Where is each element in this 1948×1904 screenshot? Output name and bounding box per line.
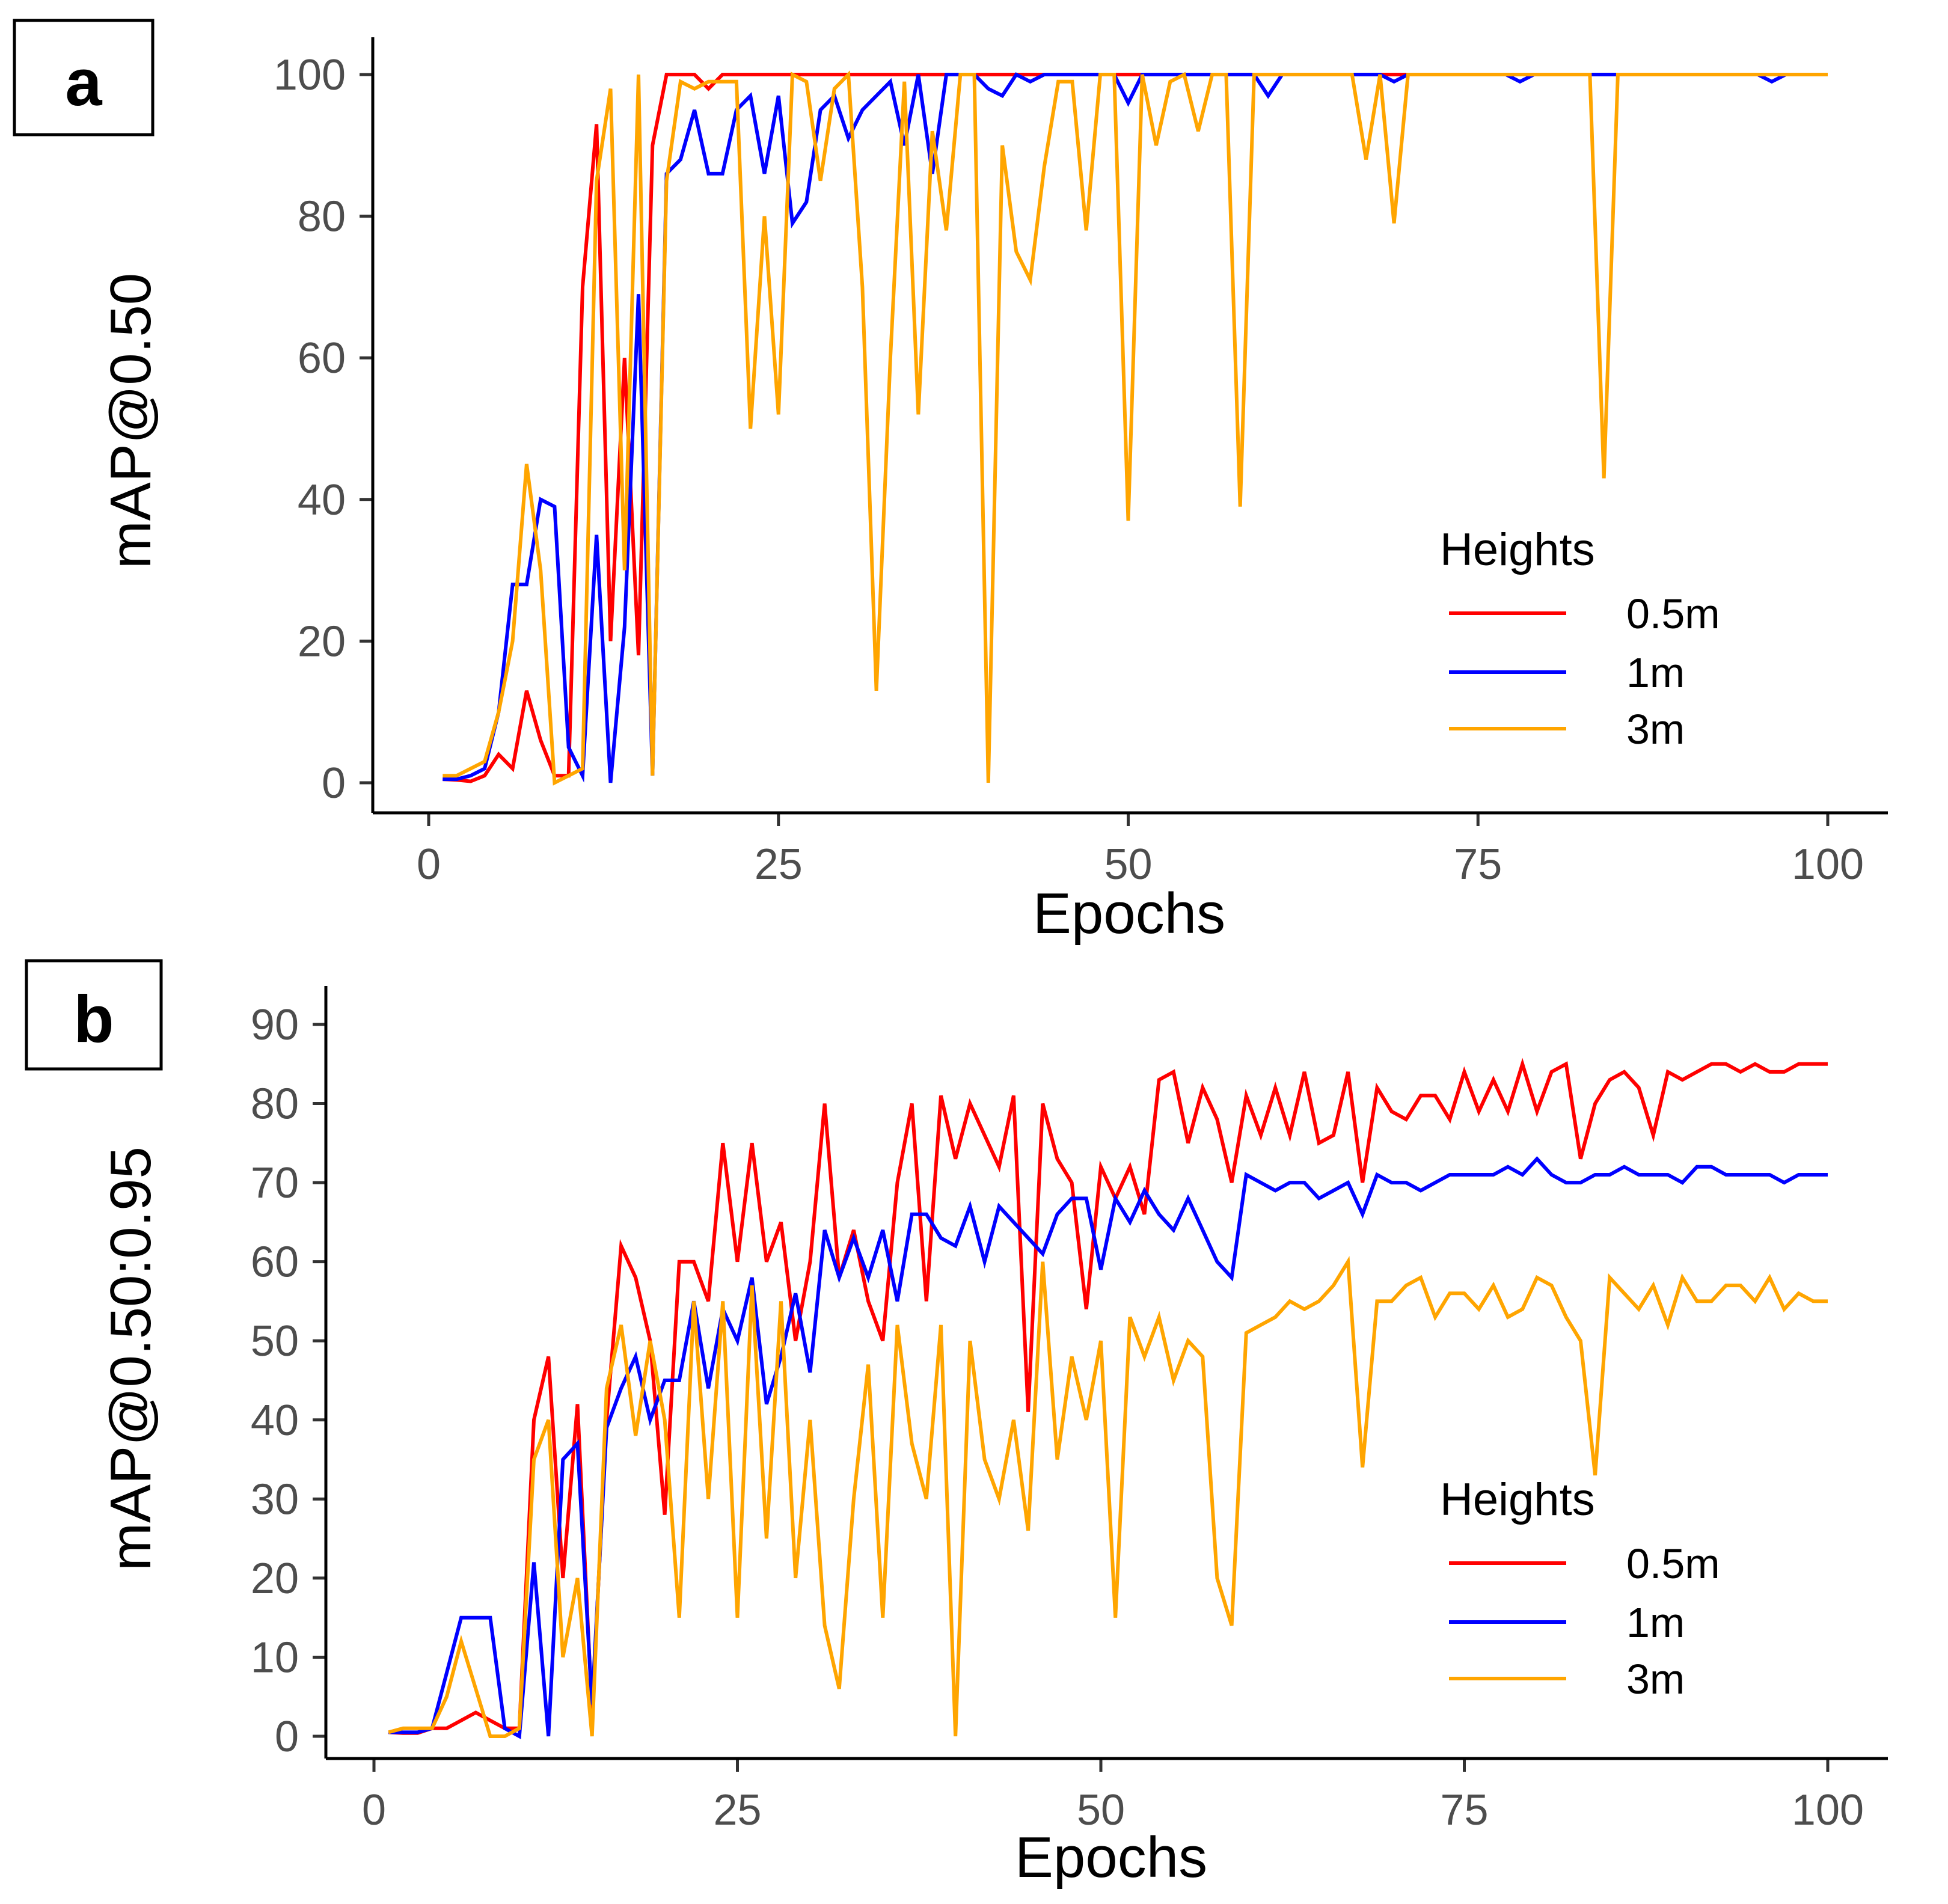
- panel-b-x-tick-label: 50: [1077, 1786, 1125, 1834]
- panel-a-x-tick-label: 75: [1454, 840, 1502, 889]
- panel-b-legend-label-0: 0.5m: [1626, 1540, 1720, 1587]
- panel-b-series-3m: [388, 1256, 1828, 1738]
- panel-a-y-tick-label: 40: [298, 476, 346, 524]
- panel-a-x-axis-title: Epochs: [1033, 881, 1225, 946]
- panel-b-y-tick-label: 70: [251, 1159, 299, 1207]
- panel-a-label: a: [65, 46, 102, 120]
- panel-a-legend-label-2: 3m: [1626, 706, 1685, 753]
- panel-b-y-tick-label: 90: [251, 1001, 299, 1049]
- panel-b-series: [388, 1058, 1828, 1739]
- panel-a-series-3m: [443, 70, 1828, 786]
- panel-b-ticks: 0 10 20 30 40 50 60 70 80 90 0 25 50 75 100: [251, 1001, 1864, 1834]
- panel-a-label-box: [13, 19, 155, 136]
- panel-b-legend-label-2: 3m: [1626, 1656, 1685, 1703]
- panel-a-y-axis-title: mAP@0.50: [99, 273, 163, 569]
- panel-b-x-tick-label: 100: [1792, 1786, 1864, 1834]
- panel-a-series: [443, 70, 1828, 786]
- panel-b-label: b: [73, 982, 114, 1056]
- panel-b-y-tick-label: 20: [251, 1555, 299, 1603]
- panel-b-y-axis-title: mAP@0.50:0.95: [99, 1146, 163, 1571]
- panel-a-y-tick-label: 60: [298, 334, 346, 382]
- panel-a-y-tick-label: 100: [274, 51, 346, 99]
- panel-a-legend: Heights 0.5m 1m 3m: [1440, 524, 1720, 753]
- panel-a: a 0 20 40 60 80 100 0 25 50 75 100 Epochs mAP@0.50…: [13, 19, 1888, 946]
- panel-b-y-tick-label: 80: [251, 1080, 299, 1128]
- panel-a-x-tick-label: 100: [1792, 840, 1864, 889]
- panel-b-x-tick-label: 25: [713, 1786, 761, 1834]
- panel-b-legend-label-1: 1m: [1626, 1599, 1685, 1646]
- panel-a-y-tick-label: 0: [322, 759, 346, 807]
- panel-a-x-tick-label: 0: [417, 840, 441, 889]
- panel-b-y-tick-label: 30: [251, 1475, 299, 1523]
- panel-a-legend-title: Heights: [1440, 524, 1595, 575]
- panel-a-x-tick-label: 50: [1104, 840, 1152, 889]
- panel-b-legend: Heights 0.5m 1m 3m: [1440, 1474, 1720, 1703]
- panel-b-y-tick-label: 60: [251, 1238, 299, 1287]
- panel-b-x-tick-label: 0: [362, 1786, 386, 1834]
- panel-a-ticks: 0 20 40 60 80 100 0 25 50 75 100: [274, 51, 1864, 889]
- panel-b-x-tick-label: 75: [1440, 1786, 1488, 1834]
- panel-b-series-0.5m: [388, 1058, 1828, 1735]
- panel-b-y-tick-label: 10: [251, 1633, 299, 1682]
- panel-b-x-axis-title: Epochs: [1015, 1825, 1207, 1890]
- panel-a-legend-label-0: 0.5m: [1626, 590, 1720, 637]
- panel-a-y-tick-label: 80: [298, 193, 346, 241]
- panel-a-x-tick-label: 25: [755, 840, 803, 889]
- panel-b-label-box: [25, 959, 163, 1071]
- panel-a-legend-label-1: 1m: [1626, 649, 1685, 696]
- panel-b-y-tick-label: 0: [275, 1713, 299, 1761]
- panel-b-y-tick-label: 40: [251, 1397, 299, 1445]
- panel-a-series-1m: [443, 72, 1828, 783]
- panel-a-y-tick-label: 20: [298, 617, 346, 666]
- panel-b-legend-title: Heights: [1440, 1474, 1595, 1525]
- panel-b-y-tick-label: 50: [251, 1317, 299, 1365]
- panel-b: b 0 10 20 30 40 50 60 70 80 90 0 25 50 75 100 Epochs m…: [25, 959, 1888, 1890]
